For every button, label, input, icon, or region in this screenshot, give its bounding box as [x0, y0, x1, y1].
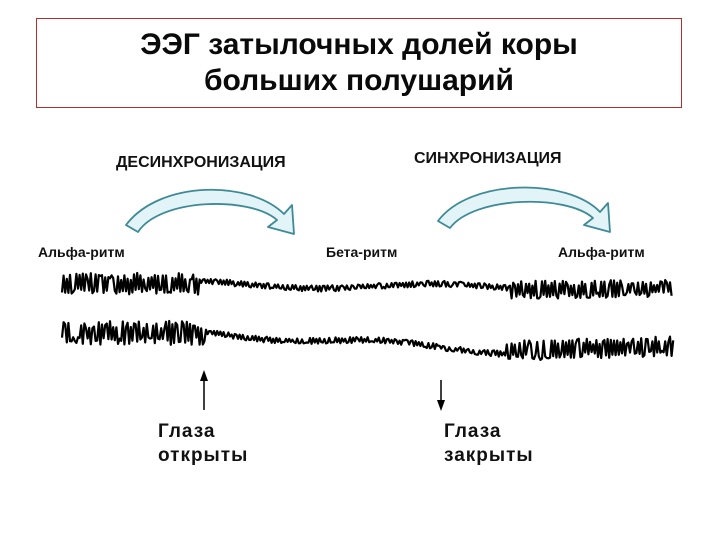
eyes-open-arrow: [200, 370, 208, 410]
eeg-trace-upper: [60, 271, 673, 300]
eyes-open-line1: Глаза: [158, 421, 216, 442]
eyes-closed-line2: закрыты: [444, 445, 534, 466]
eyes-closed-line1: Глаза: [444, 421, 502, 442]
sync-label: СИНХРОНИЗАЦИЯ: [414, 150, 562, 167]
eeg-trace-lower: [60, 319, 675, 361]
rhythm-label-alpha-right: Альфа-ритм: [558, 244, 645, 260]
rhythm-label-alpha-left: Альфа-ритм: [38, 244, 125, 260]
rhythm-label-beta: Бета-ритм: [326, 244, 398, 260]
eyes-closed-label: Глаза закрыты: [444, 420, 534, 468]
eyes-closed-arrow: [437, 380, 445, 411]
curved-arrow-desync: [125, 188, 295, 235]
desync-label: ДЕСИНХРОНИЗАЦИЯ: [116, 154, 286, 171]
title-line-2: больших полушарий: [203, 64, 515, 97]
title-line-1: ЭЭГ затылочных долей коры: [140, 28, 578, 61]
eyes-open-label: Глаза открыты: [158, 420, 248, 468]
eyes-open-line2: открыты: [158, 445, 249, 466]
title-box: ЭЭГ затылочных долей коры больших полуша…: [36, 18, 682, 108]
curved-arrow-sync: [437, 186, 611, 233]
